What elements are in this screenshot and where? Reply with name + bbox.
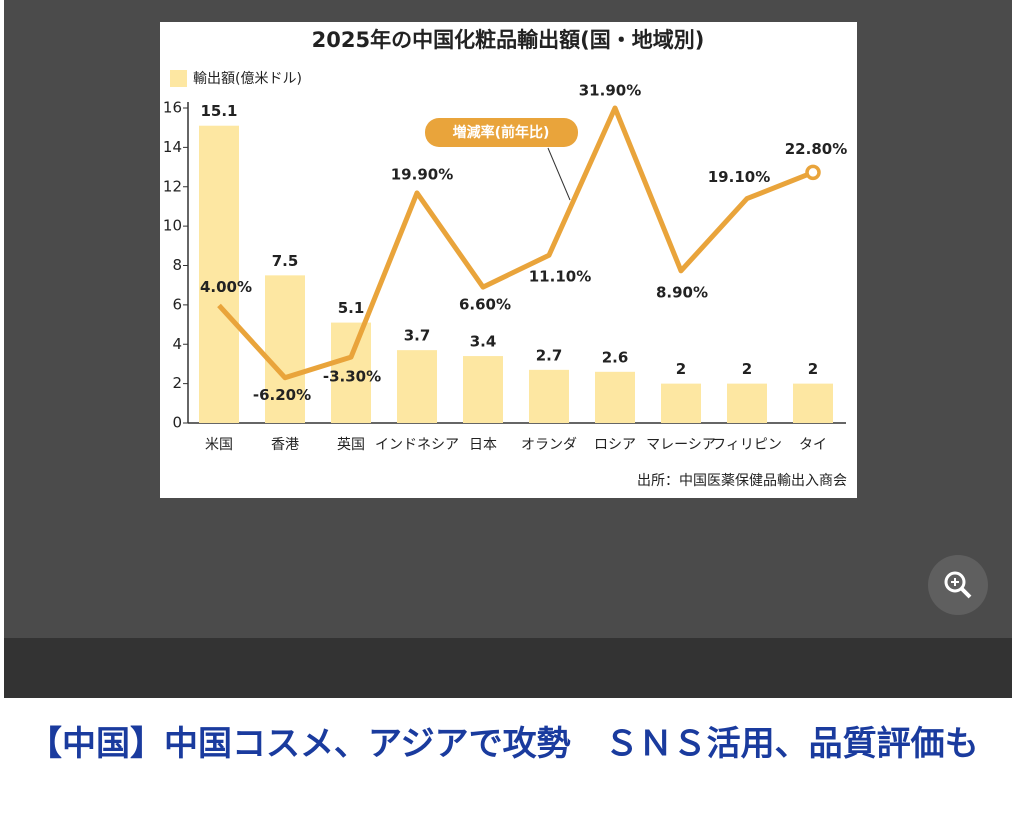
- legend-label: 輸出額(億米ドル): [193, 71, 302, 87]
- zoom-icon: [960, 587, 972, 599]
- y-tick-label: 8: [172, 256, 182, 274]
- bar-value-label: 3.7: [404, 327, 431, 345]
- y-tick-label: 6: [172, 295, 182, 313]
- zoom-circle[interactable]: [928, 555, 988, 615]
- bar-value-label: 7.5: [272, 252, 299, 270]
- line-value-label: 8.90%: [656, 283, 708, 301]
- bar: [199, 125, 239, 423]
- y-tick-label: 2: [172, 374, 182, 392]
- bar-value-label: 2.7: [536, 346, 563, 364]
- line-value-label: 19.90%: [391, 165, 453, 183]
- caption-strip: [4, 638, 1012, 698]
- line-value-label: 6.60%: [459, 296, 511, 314]
- x-tick-label: ロシア: [594, 437, 636, 453]
- chart: 2025年の中国化粧品輸出額(国・地域別) 出所：中国医薬保健品輸出入商会 0 2…: [160, 22, 988, 615]
- legend-swatch: [170, 70, 187, 87]
- x-tick-label: フィリピン: [712, 437, 782, 453]
- x-tick-label: タイ: [799, 437, 827, 453]
- x-tick-label: 香港: [271, 437, 299, 453]
- bar-value-label: 2: [676, 360, 686, 378]
- line-value-label: -3.30%: [323, 368, 381, 386]
- bar-value-label: 5.1: [338, 299, 365, 317]
- line-label-pill: [425, 118, 578, 147]
- leader: [547, 147, 571, 201]
- bar: [463, 356, 503, 423]
- y-tick-label: 14: [163, 138, 182, 156]
- line-value-label: -6.20%: [253, 386, 311, 404]
- y-tick-label: 0: [172, 414, 182, 432]
- bar: [265, 275, 305, 423]
- y-tick-label: 4: [172, 335, 182, 353]
- bar: [661, 383, 701, 423]
- headline[interactable]: 【中国】中国コスメ、アジアで攻勢 ＳＮＳ活用、品質評価も: [28, 724, 979, 764]
- line: [217, 105, 814, 381]
- bar: [595, 371, 635, 423]
- line-value-label: 22.80%: [785, 140, 847, 158]
- zoom-icon: [944, 571, 966, 593]
- bar-value-label: 15.1: [200, 102, 237, 120]
- y-tick-label: 10: [163, 217, 182, 235]
- line-value-label: 4.00%: [200, 278, 252, 296]
- x-tick-label: オランダ: [521, 437, 577, 453]
- y-tick-label: 12: [163, 177, 182, 195]
- line-value-label: 11.10%: [529, 268, 591, 286]
- line-value-label: 31.90%: [579, 82, 641, 100]
- chart-title: 2025年の中国化粧品輸出額(国・地域別): [312, 28, 705, 52]
- source: 出所：中国医薬保健品輸出入商会: [637, 473, 847, 489]
- x-tick-label: 米国: [205, 437, 233, 453]
- bar-value-label: 2: [808, 360, 818, 378]
- zoom-button[interactable]: [928, 555, 988, 615]
- bar-value-label: 3.4: [470, 333, 497, 351]
- bar-value-label: 2.6: [602, 348, 629, 366]
- bar: [397, 350, 437, 423]
- y-tick-label: 16: [163, 99, 182, 117]
- bar: [331, 322, 371, 423]
- bar: [727, 383, 767, 423]
- line-value-label: 19.10%: [708, 168, 770, 186]
- x-tick-label: 英国: [337, 436, 365, 453]
- bar: [793, 383, 833, 423]
- chart-background: [160, 22, 857, 498]
- x-tick-label: 日本: [469, 437, 497, 453]
- end-marker: [805, 164, 821, 181]
- x-tick-label: インドネシア: [375, 437, 459, 453]
- bar-value-label: 2: [742, 360, 752, 378]
- x-tick-label: マレーシア: [646, 437, 716, 453]
- bar: [529, 369, 569, 423]
- line-label: 増減率(前年比): [453, 124, 550, 141]
